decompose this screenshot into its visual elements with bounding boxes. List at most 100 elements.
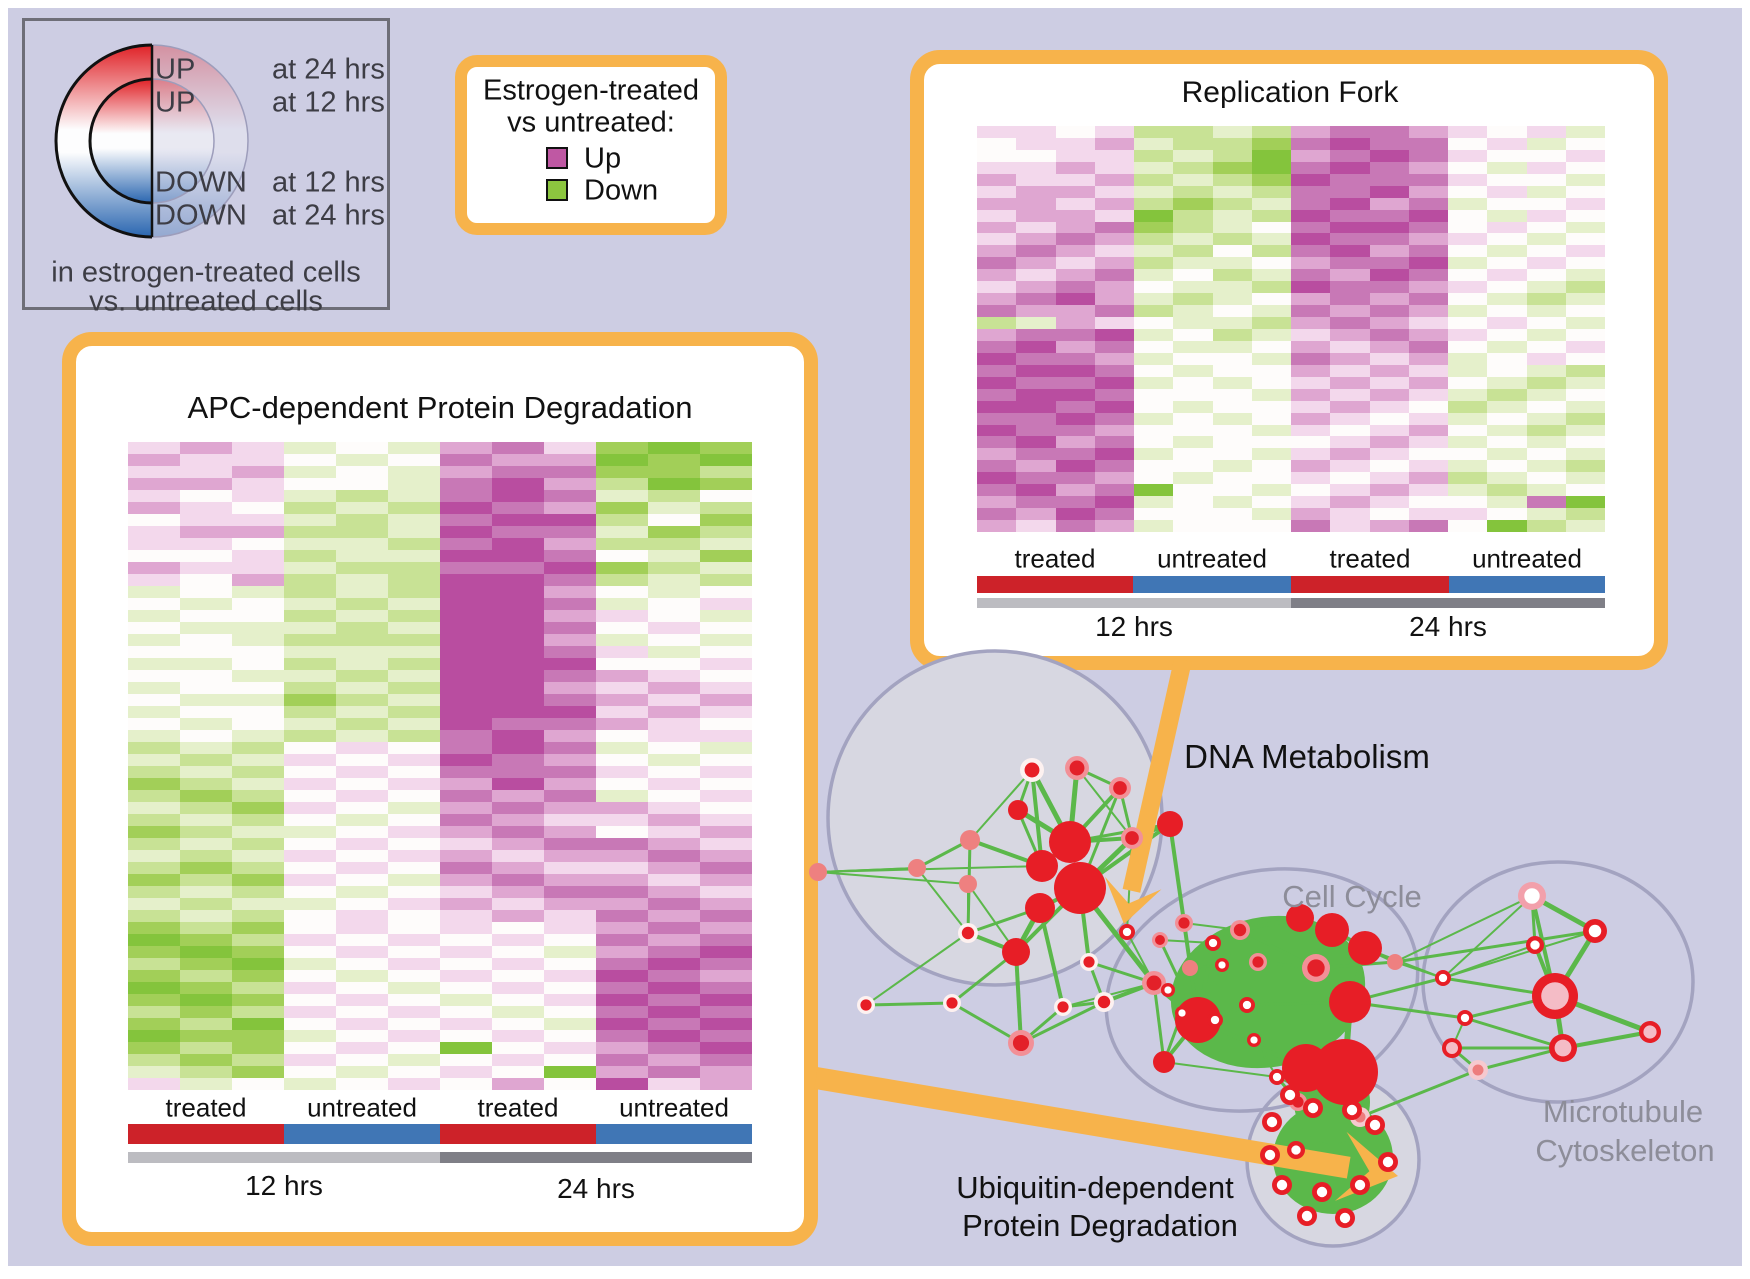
- heatmap-cell: [1134, 412, 1174, 425]
- heatmap-cell: [336, 454, 388, 466]
- updown-row-dir: UP: [155, 53, 196, 86]
- heatmap-cell: [1565, 376, 1605, 389]
- heatmap-cell: [596, 1006, 648, 1018]
- heatmap-cell: [388, 682, 440, 694]
- heatmap-cell: [1291, 424, 1331, 437]
- heatmap-cell: [180, 958, 232, 970]
- heatmap-cell: [180, 706, 232, 718]
- heatmap-cell: [180, 862, 232, 874]
- heatmap-cell: [180, 682, 232, 694]
- heatmap-cell: [1173, 245, 1213, 258]
- heatmap-cell: [128, 466, 180, 478]
- heatmap-cell: [1369, 185, 1409, 198]
- heatmap-cell: [1134, 328, 1174, 341]
- heatmap-cell: [596, 814, 648, 826]
- heatmap-cell: [1448, 520, 1488, 532]
- heatmap-cell: [1016, 460, 1056, 473]
- heatmap-cell: [596, 946, 648, 958]
- heatmap-cell: [1055, 352, 1095, 365]
- heatmap-cell: [440, 1078, 492, 1090]
- heatmap-cell: [700, 946, 752, 958]
- heatmap-cell: [596, 490, 648, 502]
- heatmap-cell: [1251, 496, 1291, 509]
- heatmap-cell: [1055, 448, 1095, 461]
- heatmap-cell: [1330, 388, 1370, 401]
- heatmap-cell: [232, 946, 284, 958]
- heatmap-cell: [596, 502, 648, 514]
- heatmap-cell: [1526, 328, 1566, 341]
- heatmap-cell: [1526, 460, 1566, 473]
- heatmap-cell: [1173, 484, 1213, 497]
- heatmap-cell: [596, 562, 648, 574]
- heatmap-cell: [180, 454, 232, 466]
- heatmap-cell: [180, 874, 232, 886]
- heatmap-cell: [492, 466, 544, 478]
- updown-row-time: at 12 hrs: [272, 86, 385, 119]
- heatmap-cell: [700, 682, 752, 694]
- heatmap-cell: [388, 658, 440, 670]
- heatmap-cell: [1330, 400, 1370, 413]
- replication-treated-bar-12h: [977, 576, 1133, 593]
- heatmap-cell: [492, 970, 544, 982]
- heatmap-cell: [232, 622, 284, 634]
- heatmap-cell: [1330, 436, 1370, 449]
- heatmap-cell: [1055, 400, 1095, 413]
- heatmap-cell: [284, 910, 336, 922]
- heatmap-cell: [232, 514, 284, 526]
- heatmap-cell: [1565, 233, 1605, 246]
- heatmap-cell: [128, 1078, 180, 1090]
- heatmap-cell: [492, 514, 544, 526]
- heatmap-cell: [1055, 161, 1095, 174]
- heatmap-cell: [596, 862, 648, 874]
- heatmap-cell: [1055, 388, 1095, 401]
- heatmap-cell: [977, 293, 1017, 306]
- heatmap-cell: [284, 1042, 336, 1054]
- heatmap-cell: [596, 586, 648, 598]
- heatmap-cell: [596, 622, 648, 634]
- heatmap-cell: [1134, 448, 1174, 461]
- heatmap-cell: [1173, 317, 1213, 329]
- heatmap-cell: [648, 982, 700, 994]
- heatmap-cell: [977, 137, 1017, 150]
- heatmap-cell: [1369, 328, 1409, 341]
- heatmap-cell: [1291, 460, 1331, 473]
- replication-group-label: treated: [1329, 543, 1411, 574]
- heatmap-cell: [1094, 126, 1134, 138]
- heatmap-cell: [1094, 472, 1134, 485]
- heatmap-cell: [440, 718, 492, 730]
- heatmap-cell: [977, 197, 1017, 210]
- heatmap-cell: [977, 149, 1017, 162]
- heatmap-cell: [232, 550, 284, 562]
- heatmap-cell: [492, 826, 544, 838]
- heatmap-cell: [544, 850, 596, 862]
- heatmap-cell: [440, 730, 492, 742]
- heatmap-cell: [1448, 149, 1488, 162]
- heatmap-cell: [1291, 197, 1331, 210]
- heatmap-cell: [232, 1042, 284, 1054]
- heatmap-cell: [544, 442, 596, 454]
- heatmap-cell: [128, 454, 180, 466]
- heatmap-cell: [1330, 376, 1370, 389]
- heatmap-cell: [1369, 173, 1409, 186]
- heatmap-cell: [1173, 209, 1213, 222]
- heatmap-cell: [977, 340, 1017, 353]
- heatmap-cell: [596, 442, 648, 454]
- heatmap-cell: [648, 838, 700, 850]
- heatmap-cell: [492, 658, 544, 670]
- heatmap-cell: [336, 850, 388, 862]
- heatmap-cell: [492, 502, 544, 514]
- heatmap-cell: [1055, 185, 1095, 198]
- heatmap-cell: [284, 586, 336, 598]
- heatmap-cell: [1565, 149, 1605, 162]
- heatmap-cell: [544, 1042, 596, 1054]
- heatmap-cell: [128, 442, 180, 454]
- heatmap-cell: [544, 910, 596, 922]
- heatmap-cell: [284, 982, 336, 994]
- heatmap-cell: [232, 778, 284, 790]
- heatmap-cell: [544, 742, 596, 754]
- heatmap-cell: [648, 454, 700, 466]
- heatmap-cell: [544, 622, 596, 634]
- heatmap-cell: [1291, 149, 1331, 162]
- heatmap-cell: [128, 562, 180, 574]
- down-swatch-label: Down: [584, 174, 659, 207]
